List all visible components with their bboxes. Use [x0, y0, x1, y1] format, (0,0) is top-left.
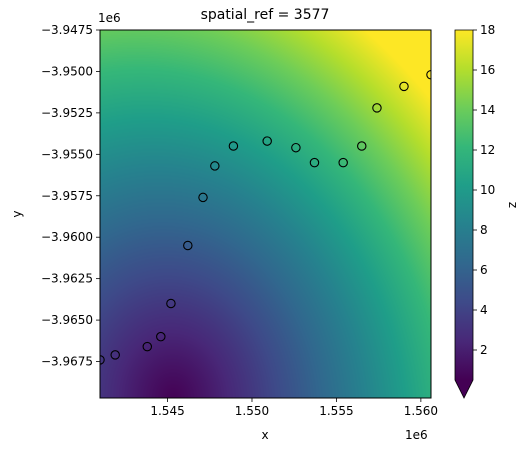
x-axis: 1.545 1.550 1.555 1.560 [150, 398, 438, 418]
data-point [183, 240, 193, 251]
data-point [210, 161, 220, 171]
x-tick-label: 1.555 [319, 404, 353, 418]
y-tick-label: −3.9600 [41, 230, 93, 244]
data-point [198, 192, 208, 203]
colorbar-tick-label: 4 [480, 303, 488, 317]
colorbar-tick-label: 6 [480, 263, 488, 277]
x-tick-label: 1.550 [235, 404, 269, 418]
data-point [156, 331, 166, 342]
y-tick-label: −3.9525 [41, 106, 93, 120]
colorbar-tick-label: 8 [480, 223, 488, 237]
colorbar [455, 30, 473, 380]
y-offset-label: 1e6 [98, 11, 121, 25]
heatmap-field [100, 30, 431, 398]
colorbar-tick-label: 10 [480, 183, 495, 197]
y-tick-label: −3.9500 [41, 64, 93, 78]
y-tick-label: −3.9575 [41, 189, 93, 203]
data-point [309, 157, 320, 168]
data-point [357, 141, 367, 151]
data-point [110, 350, 120, 360]
colorbar-tick-label: 18 [480, 23, 495, 37]
data-point [166, 298, 176, 309]
data-point [338, 157, 348, 168]
colorbar-tick-label: 16 [480, 63, 495, 77]
colorbar-extend-min [455, 380, 473, 398]
y-tick-label: −3.9650 [41, 313, 93, 327]
colorbar-axis: 2 4 6 8 10 12 14 16 18 [473, 23, 495, 357]
colorbar-tick-label: 12 [480, 143, 495, 157]
plot-frame [99, 29, 432, 399]
data-point [291, 142, 301, 153]
y-tick-label: −3.9550 [41, 147, 93, 161]
y-tick-label: −3.9675 [41, 355, 93, 369]
y-axis-label: y [10, 210, 24, 217]
colorbar-tick-label: 14 [480, 103, 495, 117]
x-tick-label: 1.545 [150, 404, 184, 418]
colorbar-tick-label: 2 [480, 343, 488, 357]
data-point [399, 81, 409, 92]
colorbar-label: z [505, 202, 519, 208]
data-point [228, 141, 239, 151]
y-tick-label: −3.9475 [41, 23, 93, 37]
data-point [372, 103, 382, 113]
chart-title: spatial_ref = 3577 [201, 7, 330, 23]
data-point [142, 341, 153, 352]
colorbar-frame [454, 29, 474, 399]
y-axis: −3.9475 −3.9500 −3.9525 −3.9550 −3.9575 −3.96… [41, 23, 100, 369]
x-axis-label: x [261, 428, 268, 442]
data-point [262, 136, 272, 146]
x-tick-label: 1.560 [404, 404, 438, 418]
y-tick-label: −3.9625 [41, 272, 93, 286]
x-offset-label: 1e6 [405, 428, 428, 442]
